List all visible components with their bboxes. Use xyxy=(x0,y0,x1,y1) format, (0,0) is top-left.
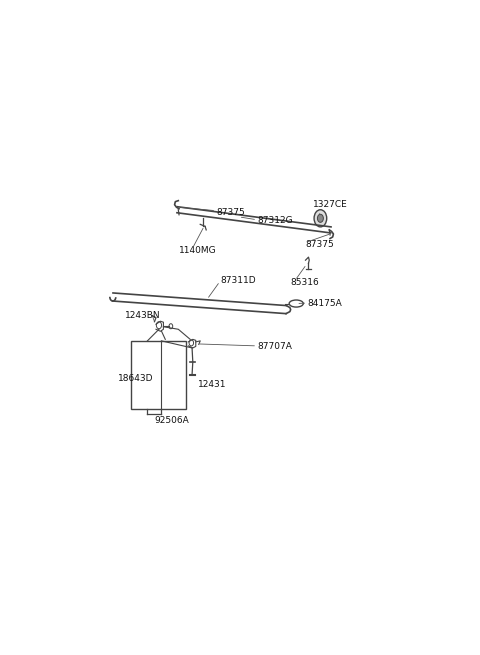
Text: 87375: 87375 xyxy=(216,208,245,217)
Text: 87375: 87375 xyxy=(305,240,334,248)
Circle shape xyxy=(314,210,327,227)
Text: 85316: 85316 xyxy=(290,278,319,287)
Text: 1140MG: 1140MG xyxy=(179,246,216,255)
Text: 12431: 12431 xyxy=(198,381,226,389)
Text: 1327CE: 1327CE xyxy=(313,200,348,209)
Text: 87312G: 87312G xyxy=(257,216,293,225)
Text: 1243BN: 1243BN xyxy=(125,311,161,320)
Text: 87707A: 87707A xyxy=(257,343,292,352)
Text: 84175A: 84175A xyxy=(307,299,342,308)
Bar xyxy=(131,341,186,409)
Text: 18643D: 18643D xyxy=(118,374,153,383)
Text: 87311D: 87311D xyxy=(220,276,255,285)
Text: 92506A: 92506A xyxy=(155,416,190,425)
Circle shape xyxy=(317,214,324,222)
